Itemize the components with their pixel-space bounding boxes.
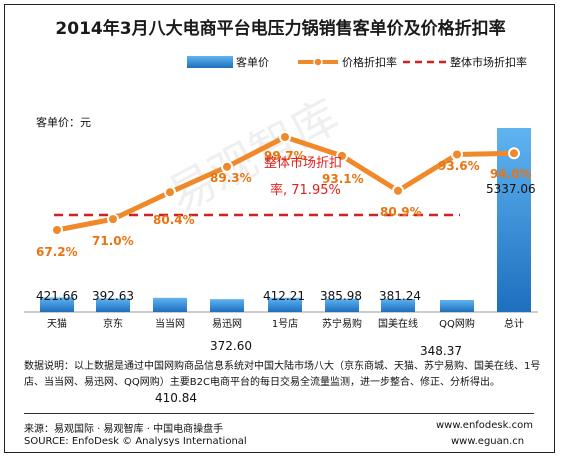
bar-value-label-5: 385.98 bbox=[320, 289, 362, 303]
reference-annotation-line2: 率, 71.95% bbox=[270, 182, 341, 198]
y-axis-label: 客单价：元 bbox=[36, 115, 91, 129]
legend-bar-swatch bbox=[187, 56, 233, 68]
discount-point-7 bbox=[451, 148, 463, 161]
bar-value-label-8: 5337.06 bbox=[486, 182, 536, 196]
discount-point-8 bbox=[508, 147, 520, 160]
bar-6 bbox=[381, 298, 415, 312]
legend-ref-label: 整体市场折扣率 bbox=[450, 55, 527, 69]
x-tick-label-3: 易迅网 bbox=[212, 318, 242, 330]
discount-label-7: 93.6% bbox=[438, 159, 480, 173]
x-tick-label-6: 国美在线 bbox=[378, 317, 418, 330]
bar-4 bbox=[268, 297, 302, 312]
discount-label-5: 93.1% bbox=[322, 172, 364, 186]
bar-value-label-6: 381.24 bbox=[379, 289, 421, 303]
x-tick-label-7: QQ网购 bbox=[439, 317, 475, 330]
bar-value-label-1: 392.63 bbox=[92, 289, 134, 303]
bar-value-label-0: 421.66 bbox=[36, 289, 78, 303]
bar-5 bbox=[325, 298, 359, 312]
discount-label-4: 99.7% bbox=[264, 149, 306, 163]
discount-label-6: 80.9% bbox=[380, 205, 422, 219]
discount-point-3 bbox=[221, 160, 233, 173]
separator-line bbox=[24, 413, 534, 414]
x-tick-label-8: 总计 bbox=[504, 317, 524, 330]
x-tick-label-4: 1号店 bbox=[272, 317, 298, 330]
bar-value-label-4: 412.21 bbox=[263, 289, 305, 303]
x-tick-label-5: 苏宁易购 bbox=[322, 317, 362, 330]
discount-point-5 bbox=[336, 149, 348, 162]
discount-point-0 bbox=[51, 224, 63, 236]
legend: 客单价 价格折扣率 整体市场折扣率 bbox=[187, 55, 527, 69]
discount-label-8: 94.0% bbox=[490, 167, 532, 181]
legend-line-label: 价格折扣率 bbox=[342, 55, 397, 69]
bar-value-label-7: 348.37 bbox=[420, 344, 462, 358]
x-tick-label-1: 京东 bbox=[103, 317, 123, 330]
legend-bar-label: 客单价 bbox=[236, 55, 269, 69]
bar-value-label-2: 410.84 bbox=[155, 391, 197, 405]
bar-value-label-3: 372.60 bbox=[210, 339, 252, 353]
discount-point-4 bbox=[279, 131, 291, 143]
x-tick-label-2: 当当网 bbox=[155, 317, 185, 330]
discount-label-0: 67.2% bbox=[36, 245, 78, 259]
source-en: SOURCE: EnfoDesk © Analysys Internationa… bbox=[24, 436, 247, 447]
x-tick-label-0: 天猫 bbox=[47, 317, 67, 330]
source-cn: 来源：易观国际 · 易观智库 · 中国电商操盘手 bbox=[24, 424, 224, 435]
discount-label-3: 89.3% bbox=[210, 171, 252, 185]
discount-point-1 bbox=[107, 213, 119, 226]
discount-point-6 bbox=[392, 184, 404, 197]
reference-annotation-line1: 整体市场折扣 bbox=[264, 155, 342, 171]
bar-0 bbox=[40, 297, 74, 312]
bar-1 bbox=[96, 298, 130, 312]
data-notes: 数据说明：以上数据是通过中国网购商品信息系统对中国大陆市场八大（京东商城、天猫、… bbox=[24, 361, 541, 388]
discount-point-2 bbox=[164, 186, 176, 199]
url-eguan: www.eguan.cn bbox=[451, 436, 525, 447]
bar-7 bbox=[440, 299, 474, 312]
chart-frame bbox=[4, 4, 555, 453]
chart-title: 2014年3月八大电商平台电压力锅销售客单价及价格折扣率 bbox=[55, 19, 506, 39]
bar-3 bbox=[210, 299, 244, 312]
bar-2 bbox=[153, 297, 187, 312]
legend-line-marker bbox=[313, 57, 323, 67]
url-enfodesk: www.enfodesk.com bbox=[436, 420, 533, 431]
discount-label-1: 71.0% bbox=[92, 234, 134, 248]
discount-label-2: 80.4% bbox=[153, 213, 195, 227]
